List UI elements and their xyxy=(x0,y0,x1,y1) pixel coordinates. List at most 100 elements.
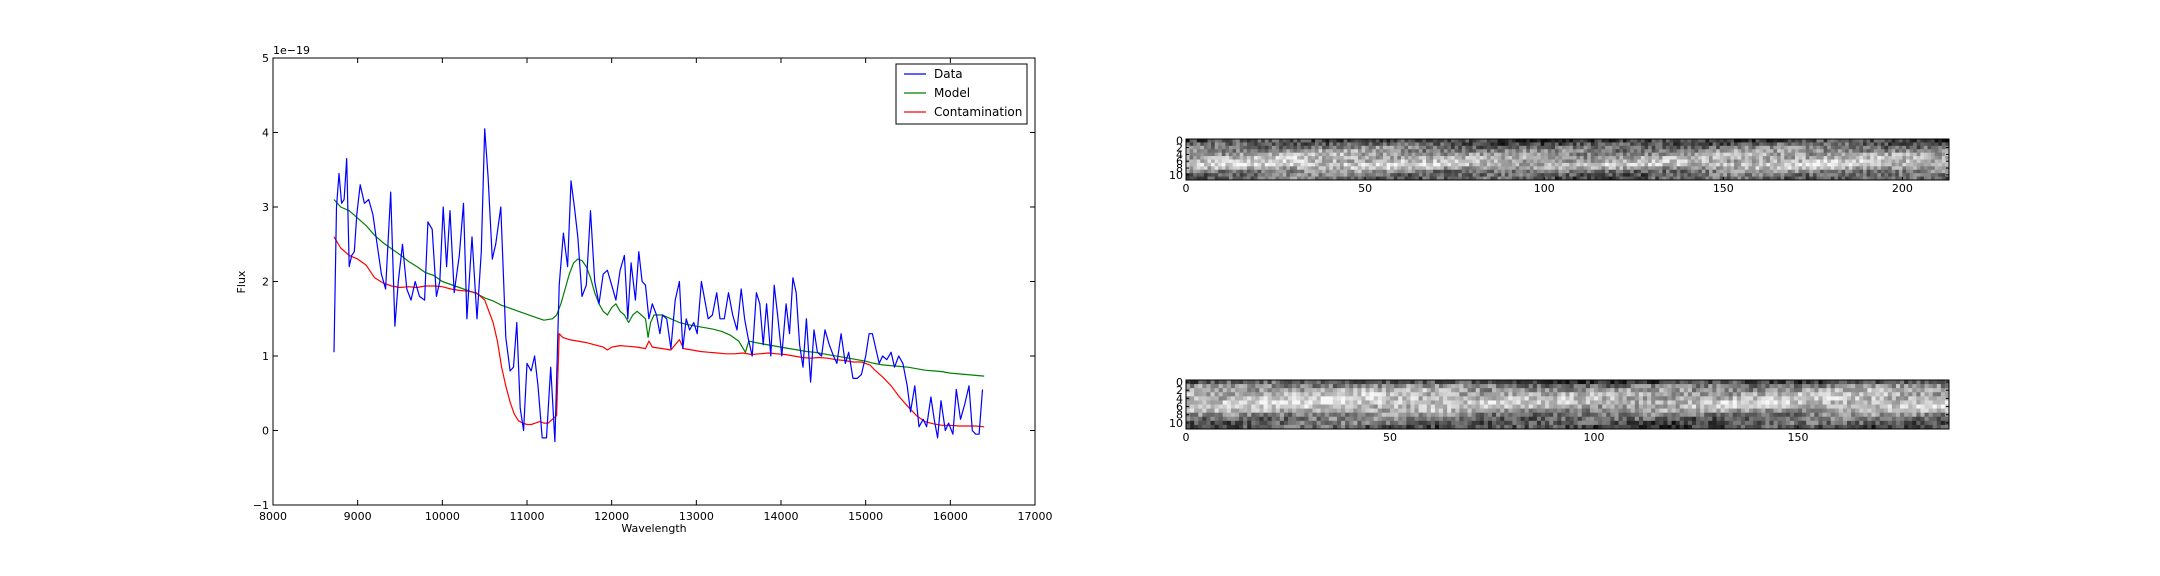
image-pixel xyxy=(1447,162,1452,167)
image-pixel xyxy=(1638,388,1644,393)
image-pixel xyxy=(1740,388,1746,393)
image-pixel xyxy=(1418,384,1424,389)
image-pixel xyxy=(1932,416,1938,422)
image-pixel xyxy=(1267,424,1273,430)
image-pixel xyxy=(1822,388,1827,393)
image-pixel xyxy=(1379,145,1384,150)
image-pixel xyxy=(1504,162,1509,167)
image-pixel xyxy=(1511,173,1516,177)
image-pixel xyxy=(1467,404,1473,409)
image-pixel xyxy=(1479,408,1485,414)
image-pixel xyxy=(1777,384,1783,389)
image-pixel xyxy=(1837,162,1842,167)
image-pixel xyxy=(1740,408,1746,414)
image-pixel xyxy=(1724,392,1730,397)
image-pixel xyxy=(1794,162,1799,167)
image-pixel xyxy=(1361,176,1366,181)
image-pixel xyxy=(1292,384,1297,389)
image-pixel xyxy=(1296,392,1301,397)
image-pixel xyxy=(1581,416,1587,422)
image-pixel xyxy=(1522,169,1527,174)
image-top-frame xyxy=(1185,138,1950,181)
image-pixel xyxy=(1904,412,1909,418)
image-pixel xyxy=(1761,392,1766,397)
image-pixel xyxy=(1400,166,1405,171)
image-pixel xyxy=(1430,388,1436,393)
image-pixel xyxy=(1443,404,1448,409)
image-pixel xyxy=(1247,380,1252,385)
image-pixel xyxy=(1207,169,1212,174)
image-pixel xyxy=(1633,162,1638,167)
image-pixel xyxy=(1196,142,1201,147)
image-pixel xyxy=(1891,400,1897,405)
image-pixel xyxy=(1723,142,1728,147)
image-pixel xyxy=(1898,142,1903,147)
image-pixel xyxy=(1916,396,1921,401)
image-pixel xyxy=(1255,392,1260,397)
image-pixel xyxy=(1406,412,1411,418)
image-pixel xyxy=(1347,152,1352,157)
image-pixel xyxy=(1475,380,1481,385)
image-pixel xyxy=(1789,380,1795,385)
image-pixel xyxy=(1923,176,1928,181)
image-pixel xyxy=(1440,162,1445,167)
image-pixel xyxy=(1440,166,1445,171)
image-pixel xyxy=(1438,412,1444,418)
image-pixel xyxy=(1766,173,1771,177)
image-pixel xyxy=(1852,166,1857,171)
image-pixel xyxy=(1479,420,1485,426)
image-pixel xyxy=(1884,169,1889,174)
image-pixel xyxy=(1562,149,1567,154)
image-pixel xyxy=(1275,396,1281,401)
image-pixel xyxy=(1232,149,1237,154)
image-pixel xyxy=(1500,408,1505,414)
image-pixel xyxy=(1288,420,1293,426)
image-pixel xyxy=(1325,169,1330,174)
image-pixel xyxy=(1777,149,1782,154)
image-pixel xyxy=(1883,404,1889,409)
image-pixel xyxy=(1683,396,1689,401)
image-pixel xyxy=(1594,404,1599,409)
image-pixel xyxy=(1941,152,1946,157)
image-pixel xyxy=(1913,149,1918,154)
image-pixel xyxy=(1873,139,1878,143)
image-pixel xyxy=(1239,176,1244,181)
image-pixel xyxy=(1913,159,1918,164)
image-pixel xyxy=(1816,156,1821,160)
image-pixel xyxy=(1891,156,1896,160)
image-pixel xyxy=(1443,166,1448,171)
image-pixel xyxy=(1597,176,1602,181)
image-pixel xyxy=(1255,416,1260,422)
image-pixel xyxy=(1927,162,1932,167)
image-pixel xyxy=(1709,176,1713,181)
image-pixel xyxy=(1292,400,1297,405)
image-pixel xyxy=(1938,149,1943,154)
image-pixel xyxy=(1842,392,1848,397)
image-pixel xyxy=(1512,420,1517,426)
image-pixel xyxy=(1468,159,1473,164)
image-pixel xyxy=(1455,384,1460,389)
image-pixel xyxy=(1698,156,1703,160)
image-pixel xyxy=(1755,152,1760,157)
image-pixel xyxy=(1590,156,1595,160)
image-pixel xyxy=(1210,392,1215,397)
image-pixel xyxy=(1526,142,1531,147)
image-pixel xyxy=(1814,400,1819,405)
legend: Data Model Contamination xyxy=(895,63,1028,125)
image-pixel xyxy=(1479,392,1485,397)
image-pixel xyxy=(1271,392,1277,397)
image-pixel xyxy=(1583,166,1588,171)
image-pixel xyxy=(1687,388,1693,393)
image-pixel xyxy=(1436,139,1441,143)
image-pixel xyxy=(1904,396,1909,401)
image-pixel xyxy=(1705,139,1710,143)
image-pixel xyxy=(1232,145,1237,150)
image-pixel xyxy=(1669,169,1674,174)
image-pixel xyxy=(1540,392,1546,397)
image-pixel xyxy=(1608,149,1613,154)
image-pixel xyxy=(1515,156,1520,160)
image-pixel xyxy=(1332,142,1337,147)
image-pixel xyxy=(1263,404,1268,409)
image-pixel xyxy=(1365,384,1371,389)
image-pixel xyxy=(1410,416,1415,422)
